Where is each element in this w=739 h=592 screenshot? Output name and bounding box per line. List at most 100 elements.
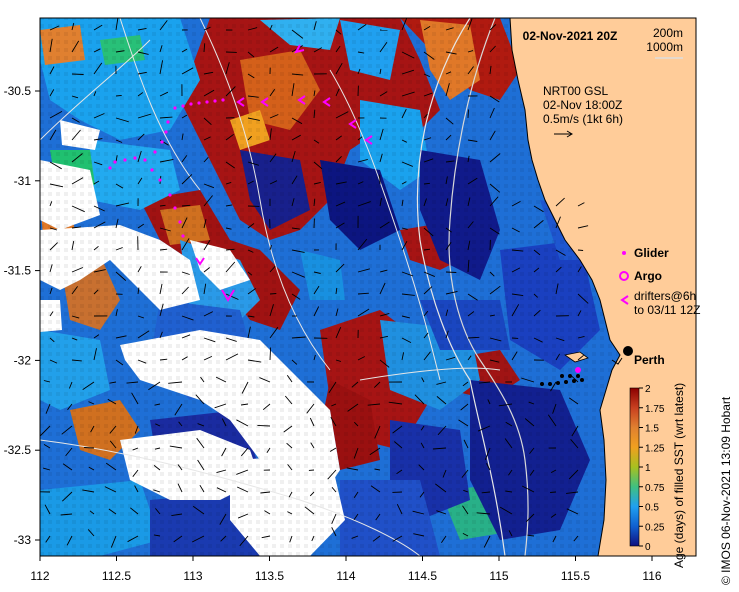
current-vector	[421, 377, 425, 383]
current-vector	[200, 376, 205, 383]
current-vector	[423, 227, 434, 237]
current-vector	[508, 469, 513, 476]
current-vector	[379, 42, 388, 53]
current-vector	[489, 359, 500, 363]
current-vector	[168, 381, 183, 384]
current-vector	[115, 18, 119, 31]
current-vector	[533, 293, 539, 298]
current-vector	[269, 180, 278, 185]
current-vector	[423, 271, 435, 278]
current-vector	[436, 381, 447, 385]
current-vector	[498, 403, 513, 407]
x-tick-label: 112	[30, 569, 49, 583]
current-vector	[401, 337, 412, 344]
current-vector	[401, 51, 415, 59]
current-vector	[414, 394, 425, 405]
current-vector	[197, 459, 205, 471]
current-vector	[225, 261, 236, 273]
current-vector	[240, 403, 249, 406]
current-vector	[65, 447, 73, 457]
y-tick-label: -33	[14, 533, 32, 547]
current-vector	[511, 293, 524, 297]
current-vector	[423, 332, 429, 339]
current-vector	[153, 489, 161, 493]
current-vector	[568, 397, 579, 405]
current-vector	[237, 486, 249, 493]
current-vector	[529, 447, 535, 454]
current-vector	[437, 425, 447, 436]
current-vector	[533, 249, 541, 256]
current-vector	[220, 535, 227, 542]
current-vector	[115, 309, 118, 317]
current-vector	[225, 204, 233, 207]
current-vector	[423, 351, 431, 361]
current-vector	[370, 485, 381, 493]
current-vector	[462, 505, 469, 515]
current-vector	[137, 359, 147, 364]
drifter-legend-icon	[620, 295, 629, 305]
current-vector	[357, 308, 370, 317]
current-vector	[203, 355, 213, 361]
current-vector	[335, 88, 340, 97]
current-vector	[71, 226, 81, 229]
isobath-line	[119, 18, 201, 191]
current-vector	[413, 533, 425, 537]
isobath-200m	[448, 18, 529, 556]
current-vector	[115, 50, 125, 53]
current-vector	[529, 469, 535, 476]
current-vector	[467, 293, 478, 301]
current-vector	[225, 353, 239, 361]
current-vector	[269, 128, 272, 141]
current-vector	[269, 293, 277, 295]
current-vector	[511, 249, 524, 252]
current-vector	[93, 62, 103, 75]
current-vector	[159, 303, 164, 317]
current-vector	[90, 425, 95, 433]
current-vector	[71, 286, 78, 295]
current-vector	[401, 69, 415, 75]
current-vector	[331, 403, 337, 407]
current-vector	[525, 513, 535, 523]
current-vector	[269, 114, 279, 119]
current-vector	[331, 513, 337, 524]
current-vector	[372, 535, 381, 542]
current-vector	[49, 201, 53, 207]
current-vector	[418, 464, 425, 471]
current-vector	[484, 447, 491, 460]
current-vector	[84, 447, 95, 449]
current-vector	[467, 355, 472, 361]
current-vector	[49, 89, 55, 97]
current-vector	[71, 117, 80, 123]
current-vector	[423, 113, 428, 119]
current-vector	[335, 263, 345, 273]
legend: Glider Argo drifters@6h to 03/11 12Z	[619, 246, 701, 317]
current-vector	[247, 135, 252, 141]
current-vector	[247, 95, 259, 98]
current-vector	[313, 139, 320, 144]
current-vector	[269, 24, 273, 31]
current-vector	[203, 267, 210, 273]
current-vector	[181, 315, 194, 321]
current-vector	[489, 227, 500, 235]
current-vector	[555, 283, 559, 295]
colorbar-tick-label: 1.5	[645, 424, 659, 435]
current-vector	[132, 447, 139, 451]
current-vector	[181, 238, 190, 251]
current-vector	[109, 381, 117, 384]
current-vector	[505, 490, 513, 493]
current-vector	[533, 309, 541, 317]
current-vector	[178, 421, 183, 427]
current-vector	[489, 95, 500, 103]
current-vector	[203, 311, 214, 317]
isobath-line	[329, 69, 441, 381]
glider-track	[108, 98, 225, 238]
current-vector	[88, 466, 95, 471]
current-vector	[486, 463, 491, 471]
current-vector	[489, 196, 499, 207]
current-vector	[463, 439, 469, 449]
current-vector	[89, 510, 95, 515]
current-vector	[401, 240, 408, 251]
current-vector	[445, 309, 449, 317]
current-vector	[49, 183, 64, 188]
